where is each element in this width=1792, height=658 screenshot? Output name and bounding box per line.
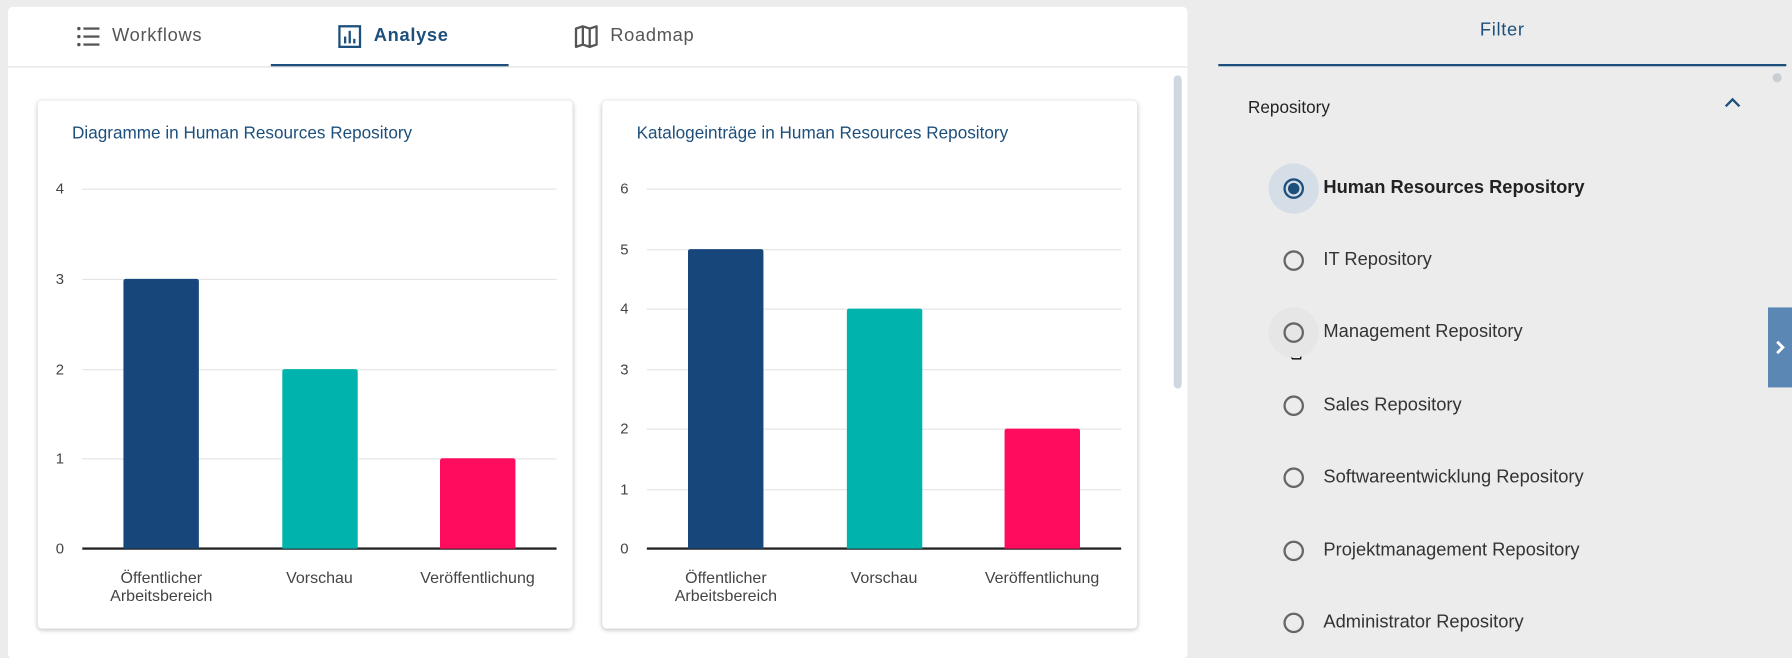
radio-option[interactable]: IT Repository (1269, 235, 1432, 285)
radio-label: Human Resources Repository (1323, 178, 1585, 198)
y-tick-label: 5 (620, 239, 629, 258)
filter-title[interactable]: Filter (1479, 20, 1525, 40)
bar (123, 278, 200, 549)
radio-label: Softwareentwicklung Repository (1323, 467, 1584, 487)
radio-ring (1283, 540, 1304, 562)
radio-label: IT Repository (1323, 250, 1432, 270)
grid-line (82, 188, 557, 190)
tab[interactable]: Workflows (75, 7, 202, 66)
tab[interactable]: Roadmap (574, 7, 695, 66)
section-title: Repository (1247, 98, 1330, 118)
scrollbar[interactable] (1173, 75, 1182, 389)
radio-option[interactable]: Administrator Repository (1269, 598, 1524, 648)
x-tick-label: Öffentlicher Arbeitsbereich (110, 567, 213, 605)
radio-option[interactable]: Management Repository (1268, 307, 1523, 358)
bar (688, 248, 764, 549)
side-toggle[interactable] (1767, 307, 1792, 388)
x-tick-label: Veröffentlichung (420, 567, 535, 587)
radio-label: Sales Repository (1323, 395, 1462, 415)
radio-label: Projektmanagement Repository (1323, 540, 1580, 560)
y-tick-label: 4 (55, 179, 64, 198)
y-tick-label: 1 (55, 449, 64, 468)
y-tick-label: 2 (620, 419, 629, 438)
scroll-dot (1772, 73, 1782, 83)
map-icon (574, 25, 598, 48)
y-tick-label: 0 (620, 539, 629, 558)
radio-ring (1283, 467, 1304, 488)
radio-option[interactable]: Human Resources Repository (1268, 163, 1585, 214)
chevron-icon (1776, 340, 1785, 355)
chart-title: Diagramme in Human Resources Repository (71, 123, 413, 143)
chart-card: Katalogeinträge in Human Resources Repos… (602, 100, 1138, 629)
y-tick-label: 0 (55, 539, 64, 558)
tab-label: Roadmap (610, 26, 695, 46)
radio-option[interactable]: Projektmanagement Repository (1269, 526, 1580, 576)
tab-active[interactable]: Analyse (337, 7, 449, 66)
radio-button (1268, 163, 1319, 214)
radio-button (1268, 307, 1319, 358)
radio-label: Administrator Repository (1323, 612, 1524, 632)
radio-button (1269, 453, 1319, 503)
y-tick-label: 1 (620, 479, 629, 498)
chart-icon (338, 25, 362, 48)
y-tick-label: 6 (620, 179, 629, 198)
filter-underline (1218, 63, 1787, 67)
radio-ring (1283, 322, 1304, 343)
x-tick-label: Vorschau (286, 567, 353, 587)
bar (439, 458, 516, 549)
radio-option[interactable]: Softwareentwicklung Repository (1269, 453, 1584, 503)
x-tick-label: Vorschau (850, 567, 918, 587)
tab-indicator (270, 63, 509, 67)
tab-label: Workflows (111, 26, 203, 46)
grid-line (646, 188, 1122, 190)
radio-label: Management Repository (1323, 322, 1523, 342)
radio-ring (1283, 178, 1304, 199)
radio-button (1269, 598, 1319, 648)
grid-line (646, 248, 1122, 250)
radio-button (1269, 526, 1319, 576)
y-tick-label: 3 (55, 269, 64, 288)
radio-button (1269, 381, 1319, 431)
y-tick-label: 4 (620, 299, 629, 318)
list-icon (77, 26, 100, 47)
collapse-icon[interactable] (1723, 96, 1741, 110)
grid-line (82, 278, 557, 280)
bar (846, 308, 922, 549)
x-tick-label: Veröffentlichung (984, 567, 1100, 587)
bar (1004, 428, 1080, 549)
tab-label: Analyse (373, 26, 449, 46)
chart-title: Katalogeinträge in Human Resources Repos… (636, 123, 1009, 143)
tab-divider (7, 66, 1188, 68)
y-tick-label: 3 (620, 359, 629, 378)
radio-ring (1283, 612, 1304, 634)
radio-button (1269, 235, 1319, 285)
y-tick-label: 2 (55, 359, 64, 378)
chart-card: Diagramme in Human Resources Repository 0… (37, 100, 573, 629)
radio-ring (1283, 250, 1304, 271)
radio-ring (1283, 395, 1304, 416)
radio-option[interactable]: Sales Repository (1269, 381, 1462, 431)
bar (281, 368, 358, 549)
x-tick-label: Öffentlicher Arbeitsbereich (674, 567, 778, 605)
radio-dot (1287, 182, 1300, 195)
